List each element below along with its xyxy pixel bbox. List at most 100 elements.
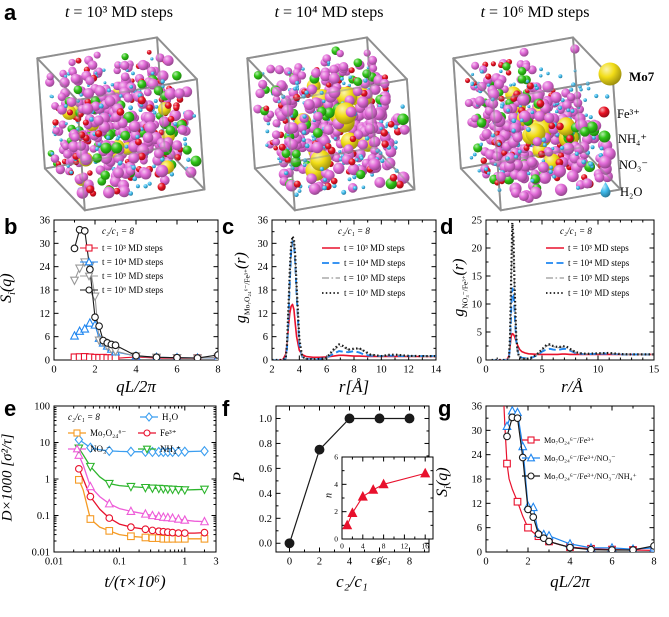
svg-text:Fe³⁺: Fe³⁺ (160, 428, 177, 438)
svg-text:100: 100 (34, 401, 50, 412)
svg-text:0: 0 (263, 355, 268, 366)
svg-text:10: 10 (472, 299, 483, 310)
panel-label-b: b (4, 214, 18, 239)
svg-text:c₂/c₁ = 8: c₂/c₁ = 8 (68, 412, 100, 422)
chart-f-inset-xlabel: c₂/c₁ (371, 555, 391, 566)
md-snapshot-1e4-box (246, 36, 416, 212)
svg-text:1: 1 (45, 474, 50, 485)
svg-text:Mo₇O₂₄⁶⁻/Fe³⁺: Mo₇O₂₄⁶⁻/Fe³⁺ (544, 436, 594, 445)
svg-text:16: 16 (421, 542, 429, 551)
svg-text:t = 10⁴ MD steps: t = 10⁴ MD steps (344, 258, 406, 268)
svg-text:10: 10 (593, 365, 604, 376)
svg-text:t = 10³ MD steps: t = 10³ MD steps (344, 243, 405, 253)
tick-labels: 0 2 4 6 80.00.20.40.60.81.0 (259, 414, 412, 568)
svg-text:8: 8 (651, 557, 656, 568)
svg-text:t = 10⁶ MD steps: t = 10⁶ MD steps (344, 288, 406, 298)
svg-text:t = 10⁵ MD steps: t = 10⁵ MD steps (102, 271, 164, 281)
svg-text:t = 10³ MD steps: t = 10³ MD steps (102, 243, 163, 253)
chart-c-ylabel: gMo₇O₂₄⁶⁻/Fe³⁺(r) (232, 252, 252, 324)
svg-text:4: 4 (297, 365, 303, 376)
svg-text:0: 0 (334, 534, 338, 543)
svg-text:6: 6 (477, 523, 482, 534)
svg-text:c₂/c₁ = 8: c₂/c₁ = 8 (338, 226, 370, 236)
svg-text:6: 6 (45, 332, 50, 343)
box-wireframe (452, 36, 622, 212)
svg-text:0: 0 (477, 547, 482, 558)
series-0 (284, 413, 415, 549)
svg-text:NH₄⁺: NH₄⁺ (160, 444, 181, 454)
legend-item-h2o: H₂O (598, 181, 668, 203)
svg-text:18: 18 (40, 285, 51, 296)
chart-e-ylabel: D×1000 [σ²/τ] (0, 433, 16, 522)
svg-text:0: 0 (477, 355, 482, 366)
svg-text:t = 10⁴ MD steps: t = 10⁴ MD steps (568, 258, 630, 268)
legend-item-mo7: Mo7 (598, 62, 668, 91)
svg-text:36: 36 (40, 215, 51, 226)
svg-text:24: 24 (258, 262, 269, 273)
svg-text:2: 2 (269, 365, 274, 376)
chart-g-ylabel: Si(q) (433, 467, 455, 497)
chart-c-xlabel: r[Å] (338, 377, 370, 396)
svg-text:t = 10⁵ MD steps: t = 10⁵ MD steps (568, 273, 630, 283)
svg-text:15: 15 (472, 271, 483, 282)
series-3 (491, 221, 654, 360)
chart-d-rdf-no3-fe: 0 5 10 15 0 5 10 15 20 25 c₂/c₁ = 8 t = 10³ MD step… (472, 215, 660, 376)
chart-e-xlabel: t/(τ×10⁶) (104, 572, 166, 591)
svg-text:10: 10 (376, 365, 387, 376)
chart-f-inset-ylabel: n (323, 493, 335, 498)
svg-text:0: 0 (340, 542, 344, 551)
particles (464, 44, 616, 203)
svg-text:0: 0 (483, 365, 488, 376)
svg-text:8: 8 (215, 365, 220, 376)
legend-item-nh4: NH₄⁺ (598, 130, 668, 148)
particles (253, 46, 410, 198)
svg-text:12: 12 (40, 309, 51, 320)
svg-text:t = 10⁵ MD steps: t = 10⁵ MD steps (344, 273, 406, 283)
svg-text:6: 6 (324, 365, 329, 376)
svg-text:t = 10⁶ MD steps: t = 10⁶ MD steps (102, 285, 164, 295)
panel-label-d: d (440, 214, 454, 239)
series-4 (74, 444, 210, 496)
svg-text:15: 15 (649, 365, 660, 376)
svg-text:30: 30 (258, 239, 269, 250)
svg-text:0.01: 0.01 (32, 547, 50, 558)
tick-labels: 0.01 0.1 1 3 0.01 0.1 1 10 100 (32, 401, 219, 567)
svg-text:0.0: 0.0 (259, 539, 272, 550)
svg-text:14: 14 (431, 365, 442, 376)
svg-text:4: 4 (133, 365, 139, 376)
svg-text:NO₃⁻: NO₃⁻ (90, 444, 111, 454)
svg-text:6: 6 (377, 557, 382, 568)
svg-text:12: 12 (401, 542, 409, 551)
svg-text:30: 30 (40, 239, 51, 250)
svg-text:c₂/c₁ = 8: c₂/c₁ = 8 (102, 226, 134, 236)
svg-text:t = 10⁴ MD steps: t = 10⁴ MD steps (102, 257, 164, 267)
svg-text:1: 1 (182, 557, 187, 568)
svg-text:8: 8 (382, 542, 386, 551)
svg-text:36: 36 (472, 401, 483, 412)
particle-legend: Mo7 Fe³⁺ NH₄⁺ NO₃⁻ H₂O (598, 62, 668, 210)
svg-text:1.0: 1.0 (259, 414, 272, 425)
series-0 (342, 467, 431, 530)
panel-label-g: g (438, 396, 452, 421)
fe-sphere-icon (598, 105, 610, 123)
svg-text:c₂/c₁ = 8: c₂/c₁ = 8 (560, 226, 592, 236)
legend-item-fe: Fe³⁺ (598, 105, 668, 123)
svg-text:20: 20 (472, 243, 483, 254)
chart-e-diffusion-coefficients: 0.01 0.1 1 3 0.01 0.1 1 10 100 c₂/c₁ = 8 H₂O Mo₇O₂₄… (32, 401, 219, 567)
box-wireframe (36, 36, 206, 212)
svg-text:Mo₇O₂₄⁶⁻/Fe³⁺/NO₃⁻: Mo₇O₂₄⁶⁻/Fe³⁺/NO₃⁻ (544, 454, 616, 463)
chart-d-ylabel: gNO₃⁻/Fe³⁺(r) (450, 258, 470, 317)
svg-text:2: 2 (525, 557, 530, 568)
svg-text:5: 5 (539, 365, 544, 376)
svg-text:0.1: 0.1 (37, 511, 50, 522)
chart-g-xlabel: qL/2π (550, 572, 590, 591)
svg-text:0.8: 0.8 (259, 439, 272, 450)
svg-text:t = 10³ MD steps: t = 10³ MD steps (568, 243, 629, 253)
svg-text:30: 30 (472, 426, 483, 437)
legend: c₂/c₁ = 8 t = 10³ MD steps t = 10⁴ MD step… (322, 226, 406, 298)
svg-text:12: 12 (472, 499, 483, 510)
svg-text:0.1: 0.1 (113, 557, 126, 568)
